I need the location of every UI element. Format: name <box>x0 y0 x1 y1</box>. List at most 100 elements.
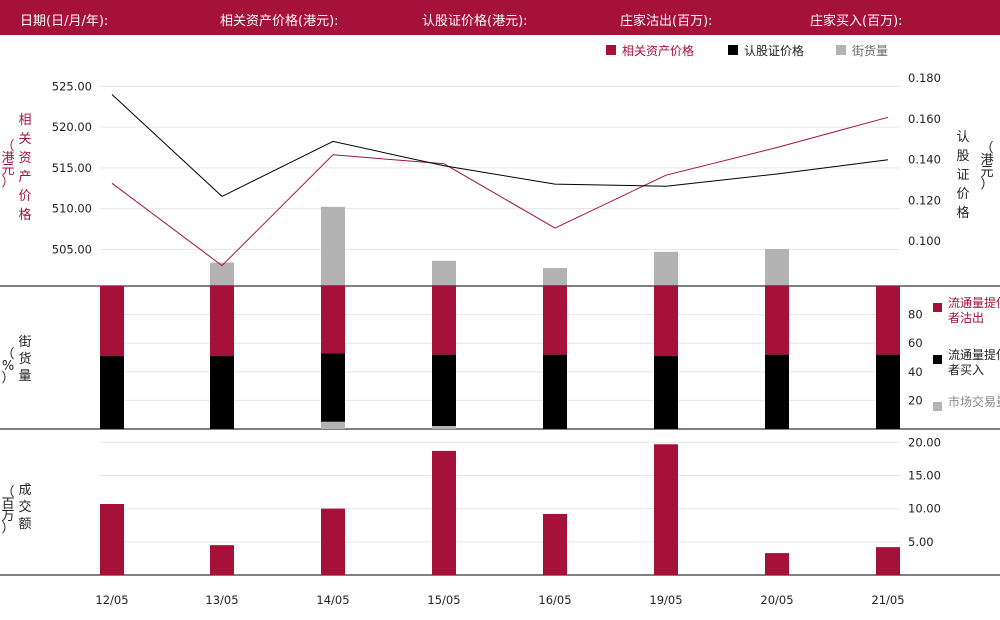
x-axis-tick-label: 19/05 <box>649 593 682 607</box>
header-underlying-label: 相关资产价格(港元): <box>220 14 339 29</box>
mm-sell-bar <box>543 286 567 355</box>
pct-axis-unit: ） <box>1 371 14 386</box>
left-axis-unit: 港 <box>1 151 14 166</box>
x-axis-tick-label: 13/05 <box>205 593 238 607</box>
legend-label: 者买入 <box>948 363 984 377</box>
mm-buy-bar <box>321 353 345 422</box>
legend-label: 流通量提供 <box>948 347 1000 362</box>
header-date-label: 日期(日/月/年): <box>20 14 109 29</box>
x-axis-tick-label: 20/05 <box>760 593 793 607</box>
right-axis-title: 认 <box>956 130 969 145</box>
legend-label: 市场交易量 <box>948 394 1000 409</box>
x-axis-tick-label: 16/05 <box>538 593 571 607</box>
right-axis-unit: ） <box>980 177 993 192</box>
mm-sell-bar <box>321 286 345 354</box>
mm-buy-bar <box>100 356 124 429</box>
header-mm-in-label: 庄家买入(百万): <box>810 14 903 29</box>
pct-axis-tick: 80 <box>908 308 923 322</box>
left-axis-tick: 510.00 <box>52 202 92 216</box>
turnover-axis-unit: 百 <box>1 497 14 512</box>
pct-axis-title: 量 <box>18 369 31 384</box>
left-axis-title: 相 <box>18 113 31 128</box>
street-volume-bar <box>210 262 234 286</box>
legend-swatch <box>728 45 738 55</box>
turnover-axis-tick: 15.00 <box>908 468 941 482</box>
legend-label: 相关资产价格 <box>622 43 694 58</box>
pct-axis-unit: % <box>2 359 14 374</box>
left-axis-tick: 520.00 <box>52 120 92 134</box>
legend-swatch <box>606 45 616 55</box>
turnover-axis-unit: ） <box>1 521 14 536</box>
street-volume-bar <box>321 206 345 286</box>
right-axis-unit: 港 <box>980 153 993 168</box>
turnover-axis-unit: 万 <box>1 509 14 524</box>
legend-label: 街货量 <box>852 43 888 58</box>
header-bar: 日期(日/月/年): 相关资产价格(港元): 认股证价格(港元): 庄家沽出(百… <box>0 0 1000 35</box>
turnover-axis-title: 交 <box>18 499 31 515</box>
turnover-bar <box>210 545 234 575</box>
header-warrant-label: 认股证价格(港元): <box>422 14 528 29</box>
left-axis-unit: ） <box>1 175 14 190</box>
x-axis-tick-label: 15/05 <box>427 593 460 607</box>
turnover-axis-unit: （ <box>1 485 14 500</box>
street-volume-bar <box>543 268 567 286</box>
mm-buy-bar <box>876 354 900 429</box>
right-axis-tick: 0.120 <box>908 193 941 207</box>
pct-axis-tick: 20 <box>908 393 923 407</box>
right-axis-title: 价 <box>956 187 969 202</box>
legend-label: 认股证价格 <box>744 43 804 58</box>
right-axis-unit: （ <box>980 141 993 156</box>
pct-axis-unit: （ <box>1 347 14 362</box>
turnover-bar <box>654 444 678 575</box>
legend-label: 者沽出 <box>948 311 984 325</box>
mm-sell-bar <box>876 286 900 355</box>
right-axis-tick: 0.180 <box>908 71 941 85</box>
turnover-axis-tick: 10.00 <box>908 502 941 516</box>
right-axis-title: 格 <box>956 205 969 221</box>
left-axis-title: 格 <box>18 207 31 223</box>
turnover-bar <box>876 547 900 575</box>
mm-sell-bar <box>765 286 789 355</box>
turnover-axis-title: 额 <box>18 517 31 532</box>
mm-buy-bar <box>654 356 678 429</box>
mm-sell-bar <box>432 286 456 355</box>
turnover-bar <box>321 508 345 575</box>
mm-sell-bar <box>100 286 124 357</box>
underlying-price-line <box>111 116 889 267</box>
mm-sell-bar <box>210 286 234 357</box>
legend-swatch <box>933 402 942 411</box>
right-axis-title: 证 <box>956 168 969 183</box>
x-axis-tick-label: 12/05 <box>95 593 128 607</box>
right-axis-unit: 元 <box>980 165 993 180</box>
turnover-bar <box>432 450 456 575</box>
left-axis-tick: 525.00 <box>52 79 92 93</box>
legend-label: 流通量提供 <box>948 295 1000 310</box>
turnover-axis-tick: 5.00 <box>908 535 934 549</box>
right-axis-tick: 0.160 <box>908 112 941 126</box>
left-axis-tick: 505.00 <box>52 242 92 256</box>
left-axis-unit: 元 <box>1 163 14 178</box>
left-axis-title: 价 <box>18 189 31 204</box>
left-axis-title: 资 <box>18 151 31 166</box>
x-axis-tick-label: 21/05 <box>871 593 904 607</box>
mm-buy-bar <box>210 356 234 429</box>
left-axis-unit: （ <box>1 139 14 154</box>
pct-axis-tick: 60 <box>908 336 923 350</box>
turnover-bar <box>100 503 124 575</box>
mm-sell-bar <box>654 286 678 357</box>
right-axis-tick: 0.100 <box>908 234 941 248</box>
market-volume-bar <box>321 421 345 429</box>
legend-swatch <box>933 355 942 364</box>
legend-swatch <box>836 45 846 55</box>
pct-axis-title: 货 <box>18 351 31 367</box>
left-axis-title: 关 <box>18 132 31 147</box>
header-mm-out-label: 庄家沽出(百万): <box>620 14 713 29</box>
pct-axis-title: 街 <box>18 335 31 350</box>
street-volume-bar <box>654 251 678 286</box>
warrant-price-line <box>111 94 889 198</box>
market-volume-bar <box>432 426 456 429</box>
mm-buy-bar <box>543 354 567 429</box>
pct-axis-tick: 40 <box>908 365 923 379</box>
mm-buy-bar <box>432 354 456 427</box>
